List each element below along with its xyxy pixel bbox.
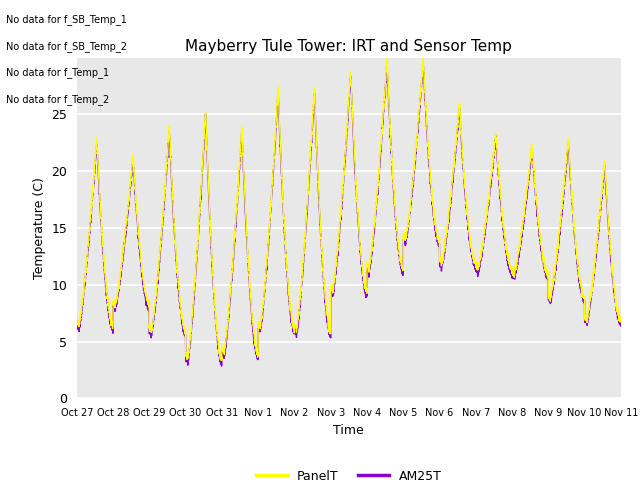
X-axis label: Time: Time (333, 424, 364, 437)
Y-axis label: Temperature (C): Temperature (C) (33, 177, 45, 279)
Text: No data for f_SB_Temp_1: No data for f_SB_Temp_1 (6, 14, 127, 25)
Title: Mayberry Tule Tower: IRT and Sensor Temp: Mayberry Tule Tower: IRT and Sensor Temp (186, 39, 512, 54)
Text: No data for f_Temp_1: No data for f_Temp_1 (6, 67, 109, 78)
Legend: PanelT, AM25T: PanelT, AM25T (251, 465, 447, 480)
Text: No data for f_Temp_2: No data for f_Temp_2 (6, 94, 109, 105)
Text: No data for f_SB_Temp_2: No data for f_SB_Temp_2 (6, 41, 127, 52)
